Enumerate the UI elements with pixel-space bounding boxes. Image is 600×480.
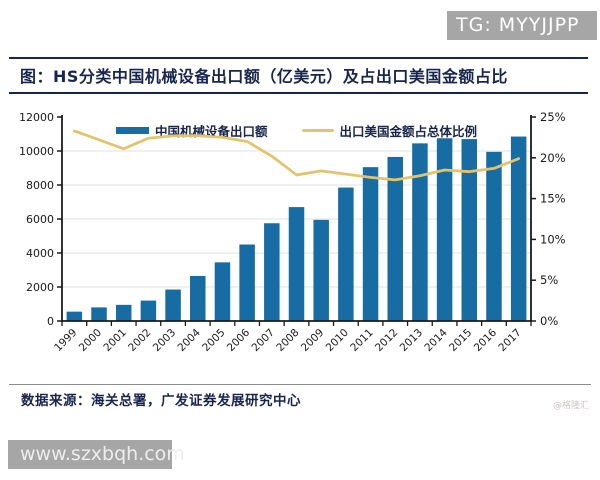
x-label-2013: 2013	[398, 327, 425, 354]
bar-2001	[115, 304, 132, 321]
right-axis-label-15%: 15%	[540, 192, 566, 206]
bar-2000	[91, 307, 107, 321]
x-label-2002: 2002	[126, 327, 153, 354]
bar-2005	[214, 262, 231, 321]
right-axis-label-5%: 5%	[540, 273, 558, 287]
bar-2006	[239, 244, 255, 321]
bar-2010	[338, 187, 354, 321]
title-bottom-rule	[9, 92, 588, 94]
url-watermark: www.szxbqh.com	[8, 440, 185, 469]
tg-watermark-text: TG: MYYJJPP	[456, 14, 580, 36]
left-axis-label-0: 0	[47, 315, 54, 328]
x-label-2012: 2012	[373, 327, 400, 354]
x-label-2008: 2008	[274, 327, 301, 354]
left-axis-label-8000: 8000	[26, 179, 54, 192]
footer-rule	[9, 384, 591, 385]
x-label-2003: 2003	[151, 327, 178, 354]
bar-2016	[486, 151, 502, 321]
figure-title: 图：HS分类中国机械设备出口额（亿美元）及占出口美国金额占比	[20, 67, 508, 86]
bar-2014	[436, 138, 453, 321]
right-axis-label-25%: 25%	[540, 110, 566, 124]
gelonghui-watermark: @格隆汇	[553, 401, 590, 411]
left-axis-label-10000: 10000	[19, 145, 54, 158]
right-axis-label-20%: 20%	[540, 151, 566, 165]
left-axis-label-6000: 6000	[26, 213, 54, 226]
bar-2015	[461, 139, 478, 321]
tg-watermark: TG: MYYJJPP	[447, 11, 597, 40]
legend-item-us-share-line: 出口美国金额占总体比例	[301, 121, 478, 140]
x-label-2016: 2016	[472, 326, 500, 354]
x-label-2017: 2017	[496, 327, 523, 354]
bar-series-swatch	[115, 127, 149, 134]
url-watermark-text: www.szxbqh.com	[20, 443, 185, 465]
x-label-2011: 2011	[348, 327, 375, 354]
x-label-2004: 2004	[175, 326, 203, 354]
bar-2004	[190, 275, 206, 321]
title-top-rule	[9, 57, 588, 59]
x-label-2009: 2009	[299, 327, 326, 354]
bar-2002	[140, 300, 157, 321]
x-label-2007: 2007	[250, 327, 277, 354]
bar-2009	[313, 219, 329, 321]
x-label-2014: 2014	[422, 326, 450, 354]
x-label-2005: 2005	[200, 327, 227, 354]
bar-2017	[510, 136, 527, 321]
bar-1999	[66, 311, 83, 321]
x-label-2006: 2006	[225, 326, 253, 354]
bar-2012	[387, 156, 403, 321]
x-label-1999: 1999	[52, 327, 79, 354]
x-label-2000: 2000	[77, 327, 104, 354]
left-axis-label-2000: 2000	[26, 281, 54, 294]
bar-line-chart: 0 2000 4000 6000 8000 10000 12000 0% 5% 10% 15% 20%…	[19, 110, 566, 354]
chart-legend: 中国机械设备出口额 出口美国金额占总体比例	[62, 121, 531, 140]
x-label-2015: 2015	[447, 327, 474, 354]
right-axis-label-10%: 10%	[540, 232, 566, 246]
bar-2011	[362, 167, 379, 321]
x-label-2001: 2001	[101, 327, 128, 354]
us-share-line	[72, 129, 521, 182]
legend-label-us-share: 出口美国金额占总体比例	[339, 124, 478, 139]
bar-2003	[165, 289, 181, 321]
data-source-note: 数据来源：海关总署，广发证券发展研究中心	[21, 393, 301, 409]
bar-2008	[288, 207, 305, 321]
left-axis-label-12000: 12000	[19, 111, 54, 124]
x-label-2010: 2010	[324, 327, 351, 354]
bar-2013	[412, 143, 428, 321]
bar-2007	[264, 223, 280, 321]
left-axis-label-4000: 4000	[26, 247, 54, 260]
right-axis-label-0%: 0%	[540, 314, 558, 328]
line-series-swatch	[301, 129, 334, 132]
